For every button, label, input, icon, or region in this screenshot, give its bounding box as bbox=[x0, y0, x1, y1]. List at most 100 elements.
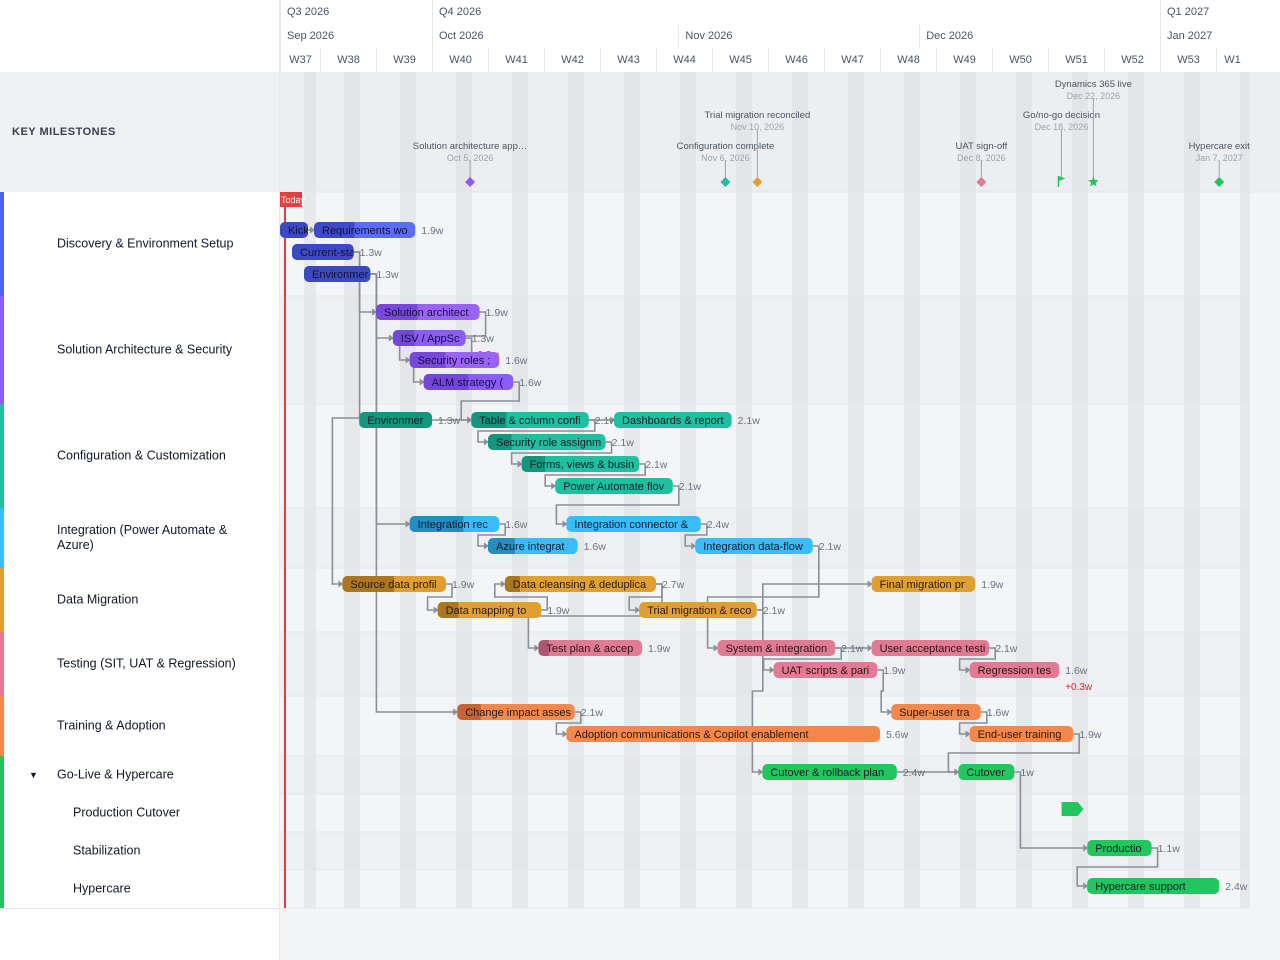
task-bar-t33[interactable]: Cutover & rollback plan 2.4w bbox=[762, 764, 925, 780]
task-bar-t21[interactable]: Final migration pr 1.9w bbox=[871, 576, 1004, 592]
group-row-9[interactable]: Production Cutover bbox=[0, 794, 279, 833]
task-bar-t32[interactable]: End-user training 1.9w bbox=[969, 726, 1102, 742]
task-bar-t3[interactable]: Current-sta 1.3w bbox=[292, 244, 382, 260]
task-bar-fill[interactable] bbox=[695, 538, 813, 554]
group-row-2[interactable]: Solution Architecture & Security bbox=[0, 296, 279, 405]
gantt-chart[interactable]: Q3 2026 Q4 2026 Q1 2027 Sep 2026 Oct 2026 No… bbox=[280, 0, 1280, 960]
task-bar-t35[interactable]: Productio 1.1w bbox=[1087, 840, 1180, 856]
task-bar-t23[interactable]: Trial migration & reco 2.1w bbox=[639, 602, 785, 618]
group-row-6[interactable]: Testing (SIT, UAT & Regression) bbox=[0, 632, 279, 697]
task-bar-t31[interactable]: Adoption communications & Copilot enable… bbox=[566, 726, 909, 742]
task-bar-fill[interactable] bbox=[1087, 840, 1152, 856]
quarter-cell: Q4 2026 bbox=[432, 0, 1160, 24]
task-bar-t24[interactable]: Test plan & accep 1.9w bbox=[538, 640, 671, 656]
task-bar-fill[interactable] bbox=[773, 662, 878, 678]
task-bar-fill[interactable] bbox=[504, 576, 656, 592]
task-bar-t26[interactable]: User acceptance testi 2.1w bbox=[871, 640, 1018, 656]
task-bar-t13[interactable]: Forms, views & busin 2.1w bbox=[521, 456, 668, 472]
dependency-line bbox=[555, 711, 582, 735]
task-bar-fill[interactable] bbox=[614, 412, 732, 428]
task-bar-fill[interactable] bbox=[871, 640, 990, 656]
go-live-marker-icon[interactable] bbox=[1061, 802, 1084, 816]
task-bar-t27[interactable]: UAT scripts & pari 1.9w bbox=[773, 662, 906, 678]
task-bar-t7[interactable]: Security roles ; 1.6w bbox=[409, 352, 528, 368]
task-bar-t11[interactable]: Dashboards & report 2.1w bbox=[614, 412, 760, 428]
task-bar-fill[interactable] bbox=[891, 704, 981, 720]
dependency-line bbox=[477, 419, 596, 443]
task-duration: 1.6w bbox=[519, 377, 542, 389]
milestone-diamond-icon[interactable] bbox=[752, 177, 763, 187]
task-bar-t29[interactable]: Change impact asses 2.1w bbox=[457, 704, 603, 720]
group-row-3[interactable]: Configuration & Customization bbox=[0, 404, 279, 509]
group-row-8[interactable]: ▼ Go-Live & Hypercare bbox=[0, 756, 279, 795]
task-bar-t16[interactable]: Integration connector & 2.4w bbox=[566, 516, 729, 532]
task-bar-t12[interactable]: Security role assignm 2.1w bbox=[488, 434, 634, 450]
week-cell: W1 bbox=[1216, 48, 1248, 72]
task-bar-t15[interactable]: Integration rec 1.6w bbox=[409, 516, 528, 532]
task-bar-fill[interactable] bbox=[969, 662, 1060, 678]
task-bar-t19[interactable]: Source data profil 1.9w bbox=[342, 576, 475, 592]
week-stripe bbox=[1016, 72, 1032, 908]
task-bar-t8[interactable]: ALM strategy (1.6w bbox=[423, 374, 542, 390]
group-row-7[interactable]: Training & Adoption bbox=[0, 696, 279, 757]
group-color-bar bbox=[0, 756, 4, 794]
task-bar-t4[interactable]: Environmer 1.3w bbox=[304, 266, 399, 282]
task-bar-fill[interactable] bbox=[1087, 878, 1220, 894]
milestone-diamond-icon[interactable] bbox=[720, 177, 731, 187]
task-progress bbox=[457, 704, 481, 720]
task-bar-fill[interactable] bbox=[555, 478, 673, 494]
task-bar-t30[interactable]: Super-user tra 1.6w bbox=[891, 704, 1009, 720]
task-bar-t14[interactable]: Power Automate flov 2.1w bbox=[555, 478, 701, 494]
task-bar-fill[interactable] bbox=[457, 704, 575, 720]
task-bar-fill[interactable] bbox=[538, 640, 642, 656]
task-bar-t34[interactable]: Cutover 1w bbox=[958, 764, 1034, 780]
milestone-flag-icon[interactable] bbox=[1058, 176, 1066, 181]
task-bar-t2[interactable]: Requirements wo 1.9w bbox=[314, 222, 444, 238]
task-label: Regression tes bbox=[978, 665, 1052, 677]
task-bar-t20[interactable]: Data cleansing & deduplica 2.7w bbox=[504, 576, 685, 592]
week-stripe bbox=[344, 72, 360, 908]
milestone-diamond-icon[interactable] bbox=[976, 177, 987, 187]
group-row-4[interactable]: Integration (Power Automate & Azure) bbox=[0, 508, 279, 569]
task-bar-t10[interactable]: Table & column confi 2.1w bbox=[471, 412, 617, 428]
task-bar-fill[interactable] bbox=[717, 640, 836, 656]
task-bar-t1[interactable]: Kickc bbox=[280, 222, 315, 238]
milestone-diamond-icon[interactable] bbox=[465, 177, 476, 187]
task-bar-fill[interactable] bbox=[488, 434, 606, 450]
task-label: Power Automate flov bbox=[563, 481, 664, 493]
group-row-5[interactable]: Data Migration bbox=[0, 568, 279, 633]
chevron-down-icon[interactable]: ▼ bbox=[29, 770, 38, 780]
task-bar-fill[interactable] bbox=[639, 602, 757, 618]
task-bar-fill[interactable] bbox=[762, 764, 897, 780]
milestone-diamond-icon[interactable] bbox=[1214, 177, 1225, 187]
milestone-star-icon[interactable] bbox=[1088, 176, 1099, 187]
task-duration: 2.4w bbox=[707, 519, 730, 531]
gantt-canvas[interactable]: Solution architecture app…Oct 5, 2026 Con… bbox=[280, 72, 1280, 960]
task-bar-fill[interactable] bbox=[437, 602, 542, 618]
task-bar-t17[interactable]: Azure integrat 1.6w bbox=[488, 538, 606, 554]
task-duration: 2.1w bbox=[763, 605, 786, 617]
task-bar-fill[interactable] bbox=[566, 516, 701, 532]
week-cell: W50 bbox=[992, 48, 1048, 72]
milestone-title: Hypercare exit bbox=[1189, 141, 1251, 152]
task-progress bbox=[488, 538, 515, 554]
group-row-11[interactable]: Hypercare bbox=[0, 870, 279, 909]
task-bar-fill[interactable] bbox=[566, 726, 880, 742]
task-bar-t36[interactable]: Hypercare support 2.4w bbox=[1087, 878, 1248, 894]
task-bar-t5[interactable]: Solution architect 1.9w bbox=[376, 304, 508, 320]
task-bar-t9[interactable]: Environmer 1.3w bbox=[359, 412, 461, 428]
group-row-1[interactable]: Discovery & Environment Setup bbox=[0, 192, 279, 297]
task-bar-t22[interactable]: Data mapping to 1.9w bbox=[437, 602, 570, 618]
dependency-line bbox=[477, 523, 506, 547]
task-bar-t25[interactable]: System & integration 2.1w bbox=[717, 640, 864, 656]
task-bar-fill[interactable] bbox=[969, 726, 1074, 742]
group-label: Solution Architecture & Security bbox=[57, 342, 233, 357]
task-bar-fill[interactable] bbox=[521, 456, 640, 472]
task-bar-t18[interactable]: Integration data-flow 2.1w bbox=[695, 538, 841, 554]
group-row-10[interactable]: Stabilization bbox=[0, 832, 279, 871]
task-bar-t28[interactable]: Regression tes 1.6w +0.3w bbox=[969, 662, 1093, 693]
task-bar-fill[interactable] bbox=[871, 576, 976, 592]
dependency-line bbox=[877, 669, 888, 713]
task-bar-fill[interactable] bbox=[958, 764, 1015, 780]
